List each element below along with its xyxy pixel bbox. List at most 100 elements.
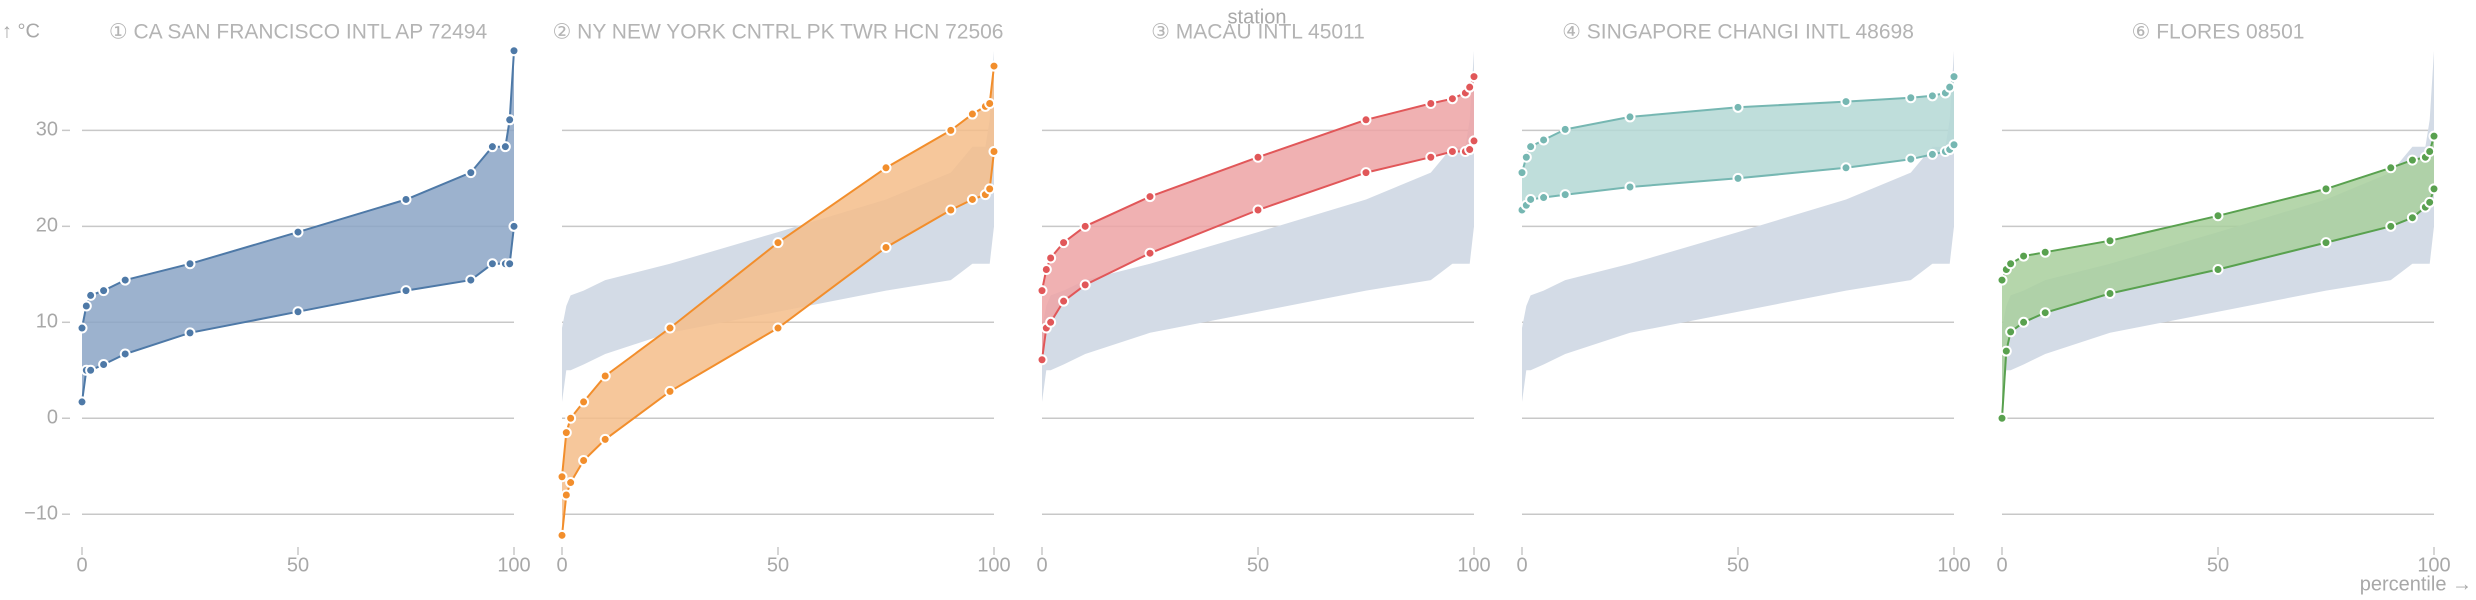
high-point <box>1079 220 1091 232</box>
high-point <box>465 167 477 179</box>
high-point <box>98 285 110 297</box>
high-point <box>1840 96 1852 108</box>
low-point <box>2005 326 2017 338</box>
low-point <box>1559 189 1571 201</box>
reference-band <box>562 50 994 402</box>
high-point <box>560 427 572 439</box>
high-point <box>1144 191 1156 203</box>
high-point <box>1058 237 1070 249</box>
high-point <box>1525 141 1537 153</box>
low-point <box>2039 307 2051 319</box>
facet-label: station <box>1228 6 1287 28</box>
y-tick-label: −10 <box>24 502 58 524</box>
x-tick-label: 0 <box>1996 554 2007 576</box>
low-point <box>184 327 196 339</box>
low-point <box>1948 139 1960 151</box>
low-point <box>2000 345 2012 357</box>
x-tick-label: 0 <box>556 554 567 576</box>
high-point <box>2212 210 2224 222</box>
high-point <box>80 300 92 312</box>
x-tick-label: 0 <box>1516 554 1527 576</box>
high-point <box>1944 81 1956 93</box>
high-point <box>400 193 412 205</box>
band-area <box>562 66 994 536</box>
low-point <box>578 454 590 466</box>
reference-band <box>1522 50 1954 402</box>
high-point <box>1538 134 1550 146</box>
low-point <box>1926 148 1938 160</box>
low-point <box>1036 354 1048 366</box>
low-point <box>2428 183 2440 195</box>
x-tick-label: 50 <box>767 554 789 576</box>
low-point <box>119 348 131 360</box>
low-point <box>664 385 676 397</box>
low-point <box>85 364 97 376</box>
facet-5: 0 50 100 ⑥ FLORES 08501 <box>1996 21 2450 577</box>
high-point <box>2018 250 2030 262</box>
high-point <box>2104 235 2116 247</box>
reference-band <box>1042 50 1474 402</box>
low-point <box>486 258 498 270</box>
low-point <box>988 145 1000 157</box>
high-point <box>1948 71 1960 83</box>
low-point <box>1525 193 1537 205</box>
band-area <box>1042 76 1474 360</box>
y-tick-label: 0 <box>47 407 58 429</box>
high-point <box>1036 285 1048 297</box>
low-point <box>565 477 577 489</box>
low-point <box>465 274 477 286</box>
low-point <box>1446 145 1458 157</box>
high-point <box>2320 183 2332 195</box>
high-point <box>1045 252 1057 264</box>
low-point <box>2320 237 2332 249</box>
x-tick-label: 0 <box>76 554 87 576</box>
low-point <box>1840 162 1852 174</box>
low-point <box>984 183 996 195</box>
low-point <box>1732 172 1744 184</box>
low-point <box>2406 212 2418 224</box>
facet-2: 0 50 100 ② NY NEW YORK CNTRL PK TWR HCN 725… <box>553 21 1011 577</box>
x-tick-label: 100 <box>977 554 1010 576</box>
low-point <box>945 204 957 216</box>
facets: −10 0 10 20 30 0 50 100 ① CA SAN FRANCISCO INTL … <box>24 21 2451 577</box>
high-point <box>1464 81 1476 93</box>
high-point <box>1559 123 1571 135</box>
high-point <box>486 141 498 153</box>
low-point <box>98 359 110 371</box>
low-point <box>560 489 572 501</box>
high-point <box>1252 151 1264 163</box>
facet-4: 0 50 100 ④ SINGAPORE CHANGI INTL 48698 <box>1516 21 1970 577</box>
x-tick-label: 50 <box>287 554 309 576</box>
low-point <box>556 529 568 541</box>
high-point <box>2428 130 2440 142</box>
low-point <box>966 193 978 205</box>
low-point <box>1464 144 1476 156</box>
high-point <box>1732 101 1744 113</box>
high-point <box>945 124 957 136</box>
high-point <box>772 237 784 249</box>
high-point <box>988 60 1000 72</box>
high-point <box>85 289 97 301</box>
high-point <box>966 108 978 120</box>
high-point <box>1996 274 2008 286</box>
low-point <box>76 396 88 408</box>
facet-title: ① CA SAN FRANCISCO INTL AP 72494 <box>109 21 488 44</box>
low-point <box>508 220 520 232</box>
facet-title: ④ SINGAPORE CHANGI INTL 48698 <box>1562 21 1914 44</box>
high-point <box>2385 162 2397 174</box>
x-axis-label: percentile → <box>2360 573 2472 595</box>
low-point <box>292 306 304 318</box>
high-point <box>599 370 611 382</box>
band-area <box>1522 76 1954 210</box>
y-axis-label: ↑ °C <box>2 20 40 42</box>
low-point <box>1425 151 1437 163</box>
low-point <box>1996 412 2008 424</box>
high-point <box>1468 71 1480 83</box>
high-point <box>2406 154 2418 166</box>
x-tick-label: 50 <box>1727 554 1749 576</box>
x-tick-label: 50 <box>1247 554 1269 576</box>
low-point <box>1360 167 1372 179</box>
facet-1: −10 0 10 20 30 0 50 100 ① CA SAN FRANCISCO INTL … <box>24 21 531 577</box>
x-tick-label: 100 <box>497 554 530 576</box>
